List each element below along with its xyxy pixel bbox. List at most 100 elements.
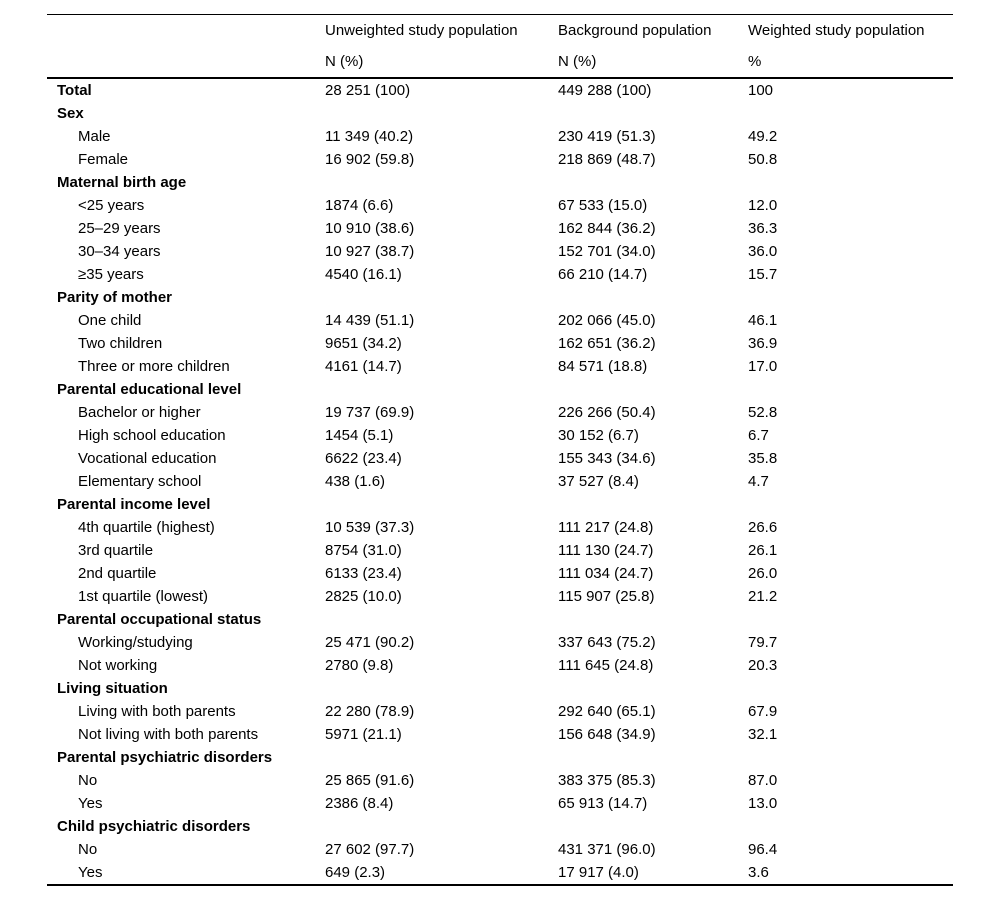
- corner-subcell: [47, 46, 325, 79]
- row-label: 3rd quartile: [78, 542, 154, 559]
- table-row: ≥35 years 4540 (16.1) 66 210 (14.7) 15.7: [47, 263, 953, 286]
- unweighted-cell: 16 902 (59.8): [325, 151, 415, 168]
- background-cell: 65 913 (14.7): [558, 795, 648, 812]
- background-cell: 17 917 (4.0): [558, 864, 639, 881]
- weighted-cell: [748, 286, 953, 309]
- row-label: Living situation: [57, 680, 168, 697]
- row-label: Yes: [78, 795, 103, 812]
- row-label: Male: [78, 128, 111, 145]
- row-label: 2nd quartile: [78, 565, 157, 582]
- table-row: Parental occupational status: [47, 608, 953, 631]
- unweighted-cell: 25 471 (90.2): [325, 634, 415, 651]
- unweighted-cell: 2825 (10.0): [325, 588, 402, 605]
- subheader-row: N (%) N (%) %: [47, 46, 953, 79]
- row-label: Vocational education: [78, 450, 217, 467]
- unweighted-cell: 6133 (23.4): [325, 565, 402, 582]
- column-subheader-weighted: %: [748, 46, 953, 79]
- row-label: ≥35 years: [78, 266, 144, 283]
- weighted-cell: 50.8: [748, 151, 778, 168]
- weighted-cell: 36.3: [748, 220, 778, 237]
- background-cell: [558, 815, 748, 838]
- table-row: Elementary school 438 (1.6) 37 527 (8.4) 4.…: [47, 470, 953, 493]
- row-label: Yes: [78, 864, 103, 881]
- background-cell: [558, 608, 748, 631]
- weighted-cell: 6.7: [748, 427, 769, 444]
- table-row: Not working 2780 (9.8) 111 645 (24.8) 20.3: [47, 654, 953, 677]
- background-cell: 152 701 (34.0): [558, 243, 656, 260]
- weighted-cell: 26.6: [748, 519, 778, 536]
- table-row: Female 16 902 (59.8) 218 869 (48.7) 50.8: [47, 148, 953, 171]
- unweighted-cell: [325, 378, 558, 401]
- background-cell: 431 371 (96.0): [558, 841, 656, 858]
- background-cell: 226 266 (50.4): [558, 404, 656, 421]
- table-row: Two children 9651 (34.2) 162 651 (36.2) 36.…: [47, 332, 953, 355]
- table-row: Parental psychiatric disorders: [47, 746, 953, 769]
- background-cell: 230 419 (51.3): [558, 128, 656, 145]
- weighted-cell: 3.6: [748, 864, 769, 881]
- weighted-cell: 17.0: [748, 358, 778, 375]
- row-label: Bachelor or higher: [78, 404, 201, 421]
- row-label: Maternal birth age: [57, 174, 187, 191]
- row-label: Parental income level: [57, 496, 211, 513]
- weighted-cell: 13.0: [748, 795, 778, 812]
- weighted-cell: [748, 608, 953, 631]
- row-label: No: [78, 841, 98, 858]
- weighted-cell: 26.0: [748, 565, 778, 582]
- row-label: Child psychiatric disorders: [57, 818, 251, 835]
- background-cell: 155 343 (34.6): [558, 450, 656, 467]
- table-row: 4th quartile (highest) 10 539 (37.3) 111 2…: [47, 516, 953, 539]
- weighted-cell: 36.9: [748, 335, 778, 352]
- table-row: Total 28 251 (100) 449 288 (100) 100: [47, 78, 953, 102]
- row-label: Not working: [78, 657, 158, 674]
- weighted-cell: 52.8: [748, 404, 778, 421]
- row-label: Female: [78, 151, 129, 168]
- table-row: No 25 865 (91.6) 383 375 (85.3) 87.0: [47, 769, 953, 792]
- weighted-cell: [748, 493, 953, 516]
- unweighted-cell: 1874 (6.6): [325, 197, 394, 214]
- background-cell: 383 375 (85.3): [558, 772, 656, 789]
- unweighted-cell: 10 910 (38.6): [325, 220, 415, 237]
- row-label: Not living with both parents: [78, 726, 259, 743]
- background-cell: [558, 102, 748, 125]
- weighted-cell: [748, 378, 953, 401]
- weighted-cell: 79.7: [748, 634, 778, 651]
- weighted-cell: 15.7: [748, 266, 778, 283]
- weighted-cell: 21.2: [748, 588, 778, 605]
- unweighted-cell: [325, 815, 558, 838]
- weighted-cell: 26.1: [748, 542, 778, 559]
- table-row: Three or more children 4161 (14.7) 84 571 …: [47, 355, 953, 378]
- table-row: Bachelor or higher 19 737 (69.9) 226 266 (…: [47, 401, 953, 424]
- row-label: One child: [78, 312, 142, 329]
- row-label: Elementary school: [78, 473, 202, 490]
- table-row: 1st quartile (lowest) 2825 (10.0) 115 907 …: [47, 585, 953, 608]
- column-subheader-unweighted: N (%): [325, 46, 558, 79]
- weighted-cell: [748, 815, 953, 838]
- table-row: Living situation: [47, 677, 953, 700]
- unweighted-cell: 5971 (21.1): [325, 726, 402, 743]
- background-cell: [558, 493, 748, 516]
- unweighted-cell: 4540 (16.1): [325, 266, 402, 283]
- unweighted-cell: 438 (1.6): [325, 473, 386, 490]
- table-row: One child 14 439 (51.1) 202 066 (45.0) 46.1: [47, 309, 953, 332]
- background-cell: 111 645 (24.8): [558, 657, 654, 674]
- unweighted-cell: 22 280 (78.9): [325, 703, 415, 720]
- population-characteristics-table: Unweighted study population Background p…: [47, 14, 953, 886]
- row-label: Three or more children: [78, 358, 230, 375]
- background-cell: 111 217 (24.8): [558, 519, 654, 536]
- weighted-cell: [748, 171, 953, 194]
- table-row: Yes 2386 (8.4) 65 913 (14.7) 13.0: [47, 792, 953, 815]
- table-row: Parity of mother: [47, 286, 953, 309]
- weighted-cell: 46.1: [748, 312, 778, 329]
- row-label: Parity of mother: [57, 289, 173, 306]
- background-cell: 111 034 (24.7): [558, 565, 654, 582]
- unweighted-cell: 1454 (5.1): [325, 427, 394, 444]
- row-label: No: [78, 772, 98, 789]
- background-cell: [558, 677, 748, 700]
- background-cell: 30 152 (6.7): [558, 427, 639, 444]
- background-cell: 156 648 (34.9): [558, 726, 656, 743]
- unweighted-cell: [325, 171, 558, 194]
- weighted-cell: 20.3: [748, 657, 778, 674]
- unweighted-cell: 649 (2.3): [325, 864, 386, 881]
- table-row: Maternal birth age: [47, 171, 953, 194]
